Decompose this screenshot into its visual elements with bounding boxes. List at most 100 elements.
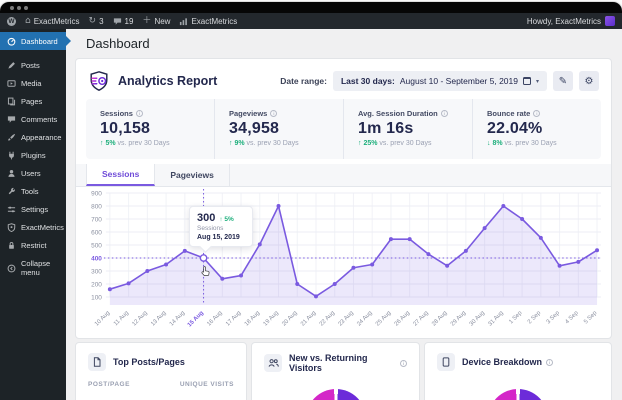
date-range-bold: Last 30 days: <box>340 76 395 86</box>
info-icon[interactable]: i <box>135 110 143 117</box>
info-icon[interactable]: i <box>533 110 541 117</box>
device-donut-chart[interactable] <box>488 389 548 400</box>
sidebar-item-label: Tools <box>21 186 39 196</box>
updates-menu[interactable]: ↻ 3 <box>88 15 104 26</box>
date-range-label: Date range: <box>280 76 327 86</box>
sidebar-item-label: Comments <box>21 114 58 124</box>
updates-icon: ↻ <box>88 15 97 26</box>
sidebar-item-collapse-menu[interactable]: Collapse menu <box>0 259 66 277</box>
svg-text:17 Aug: 17 Aug <box>225 310 242 327</box>
howdy-menu[interactable]: Howdy, ExactMetrics <box>526 16 601 26</box>
tooltip-delta: ↑ 5% <box>219 216 234 223</box>
comments-menu[interactable]: 19 <box>113 17 133 26</box>
browser-titlebar <box>0 2 622 13</box>
chart-tabs: Sessions Pageviews <box>76 164 611 187</box>
svg-text:28 Aug: 28 Aug <box>431 310 448 327</box>
bar-chart-icon <box>180 17 188 25</box>
metric-delta-suffix: vs. prev 30 Days <box>244 140 299 147</box>
window-dot[interactable] <box>17 5 21 10</box>
date-range-value: August 10 - September 5, 2019 <box>399 76 518 86</box>
svg-text:21 Aug: 21 Aug <box>300 310 317 327</box>
window-dot[interactable] <box>10 5 14 10</box>
metric-label: Sessions <box>100 109 133 118</box>
exactmetrics-toolbar-menu[interactable]: ExactMetrics <box>179 17 237 26</box>
sidebar-item-label: Appearance <box>21 132 62 142</box>
collapse-icon <box>7 264 16 273</box>
new-label: New <box>154 16 171 26</box>
exactmetrics-logo <box>90 71 108 91</box>
visitors-donut-chart[interactable] <box>305 389 366 400</box>
sidebar-item-plugins[interactable]: Plugins <box>0 146 66 164</box>
sidebar-item-posts[interactable]: Posts <box>0 56 66 74</box>
svg-text:23 Aug: 23 Aug <box>338 310 355 327</box>
svg-text:19 Aug: 19 Aug <box>263 310 280 327</box>
metric-avg-session-duration: Avg. Session Duration i 1m 16s ↑ 25% vs. … <box>343 99 472 159</box>
sidebar-item-label: Media <box>21 78 42 88</box>
analytics-report-card: Analytics Report Date range: Last 30 day… <box>75 58 612 339</box>
site-name-label: ExactMetrics <box>33 16 80 26</box>
metric-delta: ↑ 25% <box>358 140 378 147</box>
sidebar-item-dashboard[interactable]: Dashboard <box>0 32 71 50</box>
info-icon[interactable]: i <box>440 110 448 117</box>
sidebar-item-exactmetrics[interactable]: ExactMetrics <box>0 218 66 236</box>
svg-text:700: 700 <box>91 216 102 223</box>
svg-text:30 Aug: 30 Aug <box>469 310 486 327</box>
card-title: Top Posts/Pages <box>113 357 185 367</box>
pencil-icon: ✎ <box>558 75 568 87</box>
pages-icon <box>7 97 16 106</box>
window-dot[interactable] <box>24 5 28 10</box>
calendar-icon <box>522 77 531 85</box>
user-avatar[interactable] <box>605 16 615 26</box>
sidebar-item-users[interactable]: Users <box>0 164 66 182</box>
wrench-icon <box>7 187 16 196</box>
device-icon <box>437 353 455 371</box>
new-content-menu[interactable]: ＋ New <box>142 16 171 26</box>
svg-text:18 Aug: 18 Aug <box>244 310 261 327</box>
gear-icon: ⚙ <box>584 75 594 87</box>
svg-text:5 Sep: 5 Sep <box>583 310 599 326</box>
sidebar-item-pages[interactable]: Pages <box>0 92 66 110</box>
sidebar-item-tools[interactable]: Tools <box>0 182 66 200</box>
edit-report-button[interactable]: ✎ <box>553 71 573 91</box>
page-title: Dashboard <box>86 36 150 51</box>
sidebar-item-media[interactable]: Media <box>0 74 66 92</box>
sessions-chart-area[interactable]: 100 200 300 400 500 600 700 800 900 10 Aug 11 Aug 1… <box>76 187 611 337</box>
sidebar-item-comments[interactable]: Comments <box>0 110 66 128</box>
metric-value: 34,958 <box>229 120 280 137</box>
date-range-picker[interactable]: Last 30 days: August 10 - September 5, 2… <box>332 71 547 91</box>
sidebar-item-label: Pages <box>21 96 43 106</box>
sidebar-item-settings[interactable]: Settings <box>0 200 66 218</box>
tab-sessions[interactable]: Sessions <box>86 164 156 186</box>
sidebar-item-label: Collapse menu <box>21 259 51 277</box>
tab-pageviews[interactable]: Pageviews <box>155 164 230 186</box>
svg-text:4 Sep: 4 Sep <box>564 310 580 326</box>
sidebar-item-appearance[interactable]: Appearance <box>0 128 66 146</box>
svg-text:31 Aug: 31 Aug <box>487 310 504 327</box>
column-post-page: POST/PAGE <box>88 381 130 388</box>
sidebar-item-label: Restrict <box>21 240 47 250</box>
svg-text:12 Aug: 12 Aug <box>131 310 148 327</box>
metric-label: Avg. Session Duration <box>358 109 438 118</box>
svg-text:800: 800 <box>91 203 102 210</box>
top-posts-card: Top Posts/Pages POST/PAGE UNIQUE VISITS <box>75 342 247 400</box>
media-icon <box>7 79 16 88</box>
lock-icon <box>7 241 16 250</box>
comment-bubble-icon <box>113 17 121 25</box>
svg-text:29 Aug: 29 Aug <box>450 310 467 327</box>
info-icon[interactable]: i <box>270 110 278 117</box>
sidebar-item-restrict[interactable]: Restrict <box>0 236 66 254</box>
info-icon[interactable]: i <box>546 358 554 366</box>
chevron-down-icon: ▾ <box>535 78 539 85</box>
report-settings-button[interactable]: ⚙ <box>579 71 599 91</box>
site-name-menu[interactable]: ⌂ ExactMetrics <box>25 16 80 26</box>
svg-text:500: 500 <box>91 242 102 249</box>
hand-cursor-icon <box>201 264 211 282</box>
wp-logo-menu[interactable]: W <box>7 16 16 26</box>
svg-text:2 Sep: 2 Sep <box>527 310 543 326</box>
pushpin-icon <box>7 61 16 70</box>
info-icon[interactable]: i <box>400 359 407 367</box>
svg-text:600: 600 <box>91 229 102 236</box>
svg-text:26 Aug: 26 Aug <box>394 310 411 327</box>
svg-text:1 Sep: 1 Sep <box>508 310 524 326</box>
